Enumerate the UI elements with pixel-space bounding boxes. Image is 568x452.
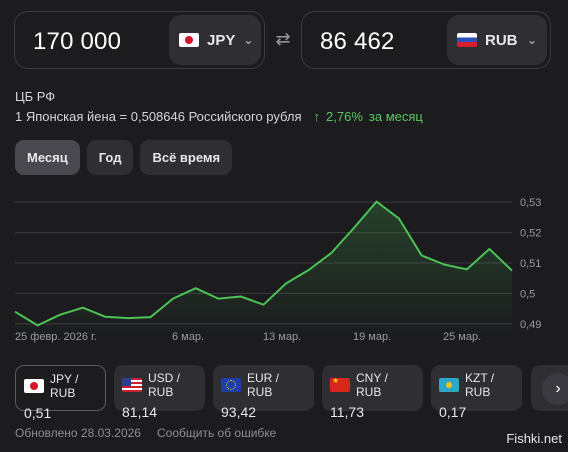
pair-value: 93,42 [221, 404, 257, 420]
arrow-up-icon: ↑ [313, 109, 321, 124]
japan-flag-icon [179, 33, 199, 47]
chevron-right-icon: › [555, 380, 561, 397]
chevron-down-icon: ⌄ [243, 33, 254, 47]
from-currency-select[interactable]: JPY ⌄ [169, 15, 261, 65]
pair-label: KZT / RUB [465, 371, 495, 399]
y-tick-label: 0,53 [520, 197, 541, 209]
china-flag-icon [330, 378, 350, 392]
y-tick-label: 0,52 [520, 228, 541, 240]
y-tick-label: 0,51 [520, 258, 541, 270]
pair-eur-rub[interactable]: EUR / RUB 93,42 [213, 365, 314, 420]
pair-label: JPY / RUB [50, 372, 79, 400]
report-error-link[interactable]: Сообщить об ошибке [156, 426, 277, 440]
chevron-down-icon: ⌄ [526, 33, 537, 47]
x-tick-label: 13 мар. [263, 331, 301, 343]
tab-month[interactable]: Месяц [15, 140, 80, 175]
from-currency-code: JPY [207, 31, 236, 49]
russia-flag-icon [457, 33, 477, 47]
next-pairs-button[interactable]: › [542, 373, 568, 405]
pair-label: EUR / RUB [247, 371, 280, 399]
x-tick-label: 25 февр. 2026 г. [15, 331, 97, 343]
pair-usd-rub[interactable]: USD / RUB 81,14 [114, 365, 205, 420]
eu-flag-icon [221, 378, 241, 392]
currency-pairs: JPY / RUB 0,51 USD / RUB 81,14 EUR / RUB… [15, 365, 522, 421]
period-tabs: Месяц Год Всё время [15, 140, 233, 175]
to-amount-box[interactable]: 86 462 RUB ⌄ [301, 11, 551, 69]
rate-line: 1 Японская йена = 0,508646 Российского р… [15, 109, 423, 124]
pair-label: USD / RUB [148, 371, 181, 399]
pair-value: 0,51 [24, 405, 52, 421]
pair-value: 11,73 [330, 404, 364, 420]
japan-flag-icon [24, 379, 44, 393]
to-currency-code: RUB [485, 31, 518, 49]
swap-arrows-icon[interactable]: ⇄ [275, 29, 291, 49]
usa-flag-icon [122, 378, 142, 392]
pair-jpy-rub[interactable]: JPY / RUB 0,51 [15, 365, 106, 421]
pair-value: 81,14 [122, 404, 158, 420]
to-amount-input[interactable]: 86 462 [320, 28, 395, 55]
rate-change: ↑ 2,76% за месяц [314, 109, 423, 124]
watermark: Fishki.net [506, 431, 562, 446]
rate-text: 1 Японская йена = 0,508646 Российского р… [15, 109, 302, 124]
pair-label: CNY / RUB [356, 371, 388, 399]
rate-chart[interactable]: 0,53 0,52 0,51 0,5 0,49 25 февр. 2026 г. 6 ма… [0, 188, 568, 348]
x-tick-label: 19 мар. [353, 331, 391, 343]
chart-area [15, 201, 512, 336]
rate-change-value: 2,76% [326, 109, 363, 124]
y-tick-label: 0,49 [520, 319, 541, 331]
tab-year[interactable]: Год [86, 140, 134, 175]
pair-cny-rub[interactable]: CNY / RUB 11,73 [322, 365, 423, 420]
pair-kzt-rub[interactable]: KZT / RUB 0,17 [431, 365, 522, 420]
kazakhstan-flag-icon [439, 378, 459, 392]
footer: Обновлено 28.03.2026 Сообщить об ошибке [15, 426, 276, 440]
y-tick-label: 0,5 [520, 288, 535, 300]
chart-line [14, 200, 513, 327]
updated-date: Обновлено 28.03.2026 [15, 426, 141, 440]
x-tick-label: 25 мар. [443, 331, 481, 343]
pair-value: 0,17 [439, 404, 467, 420]
from-amount-box[interactable]: 170 000 JPY ⌄ [14, 11, 265, 69]
chart-y-ticks: 0,53 0,52 0,51 0,5 0,49 [520, 197, 541, 331]
chart-x-ticks: 25 февр. 2026 г. 6 мар. 13 мар. 19 мар. 25 м… [15, 331, 481, 343]
rate-change-period: за месяц [368, 109, 423, 124]
tab-all-time[interactable]: Всё время [140, 140, 233, 175]
from-amount-input[interactable]: 170 000 [33, 28, 122, 55]
to-currency-select[interactable]: RUB ⌄ [447, 15, 547, 65]
rate-source: ЦБ РФ [15, 89, 56, 104]
x-tick-label: 6 мар. [172, 331, 204, 343]
